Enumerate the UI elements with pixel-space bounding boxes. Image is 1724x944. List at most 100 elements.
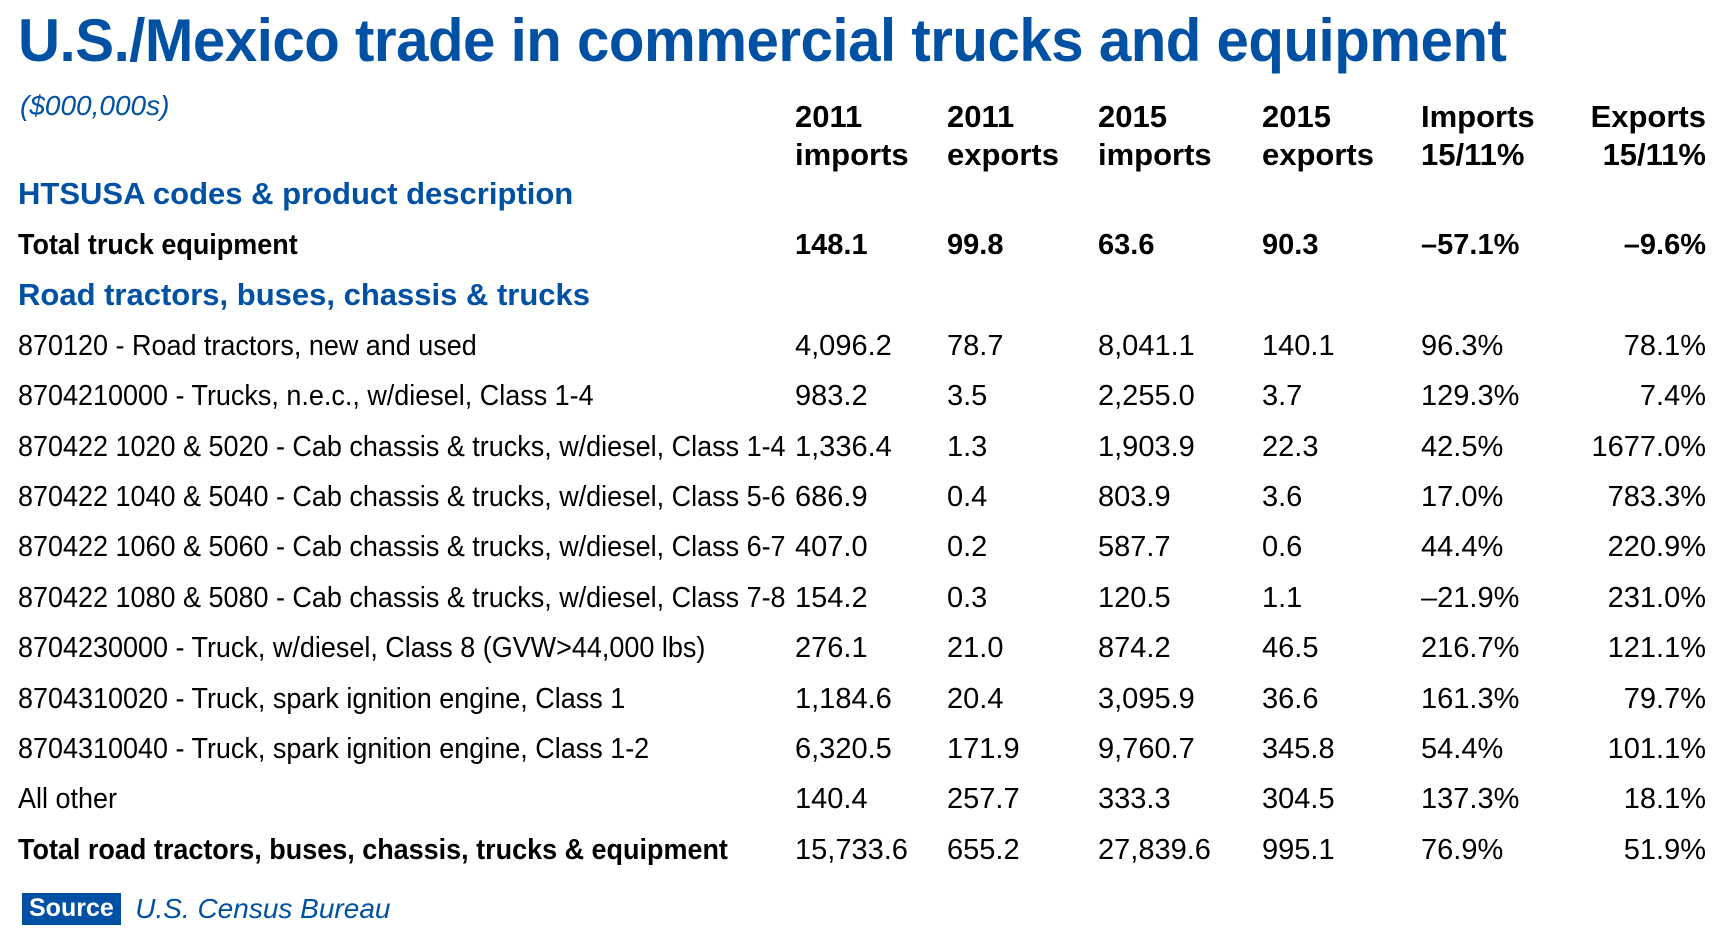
- column-header-2011-imports: 2011 imports: [795, 99, 909, 172]
- cell-exports-change: 220.9%: [1607, 531, 1706, 563]
- cell-2015-imports: 333.3: [1098, 783, 1171, 815]
- source-text: U.S. Census Bureau: [135, 893, 391, 924]
- cell-exports-change: 18.1%: [1623, 783, 1706, 815]
- cell-2015-imports: 9,760.7: [1098, 733, 1195, 765]
- cell-2011-imports: 15,733.6: [795, 834, 908, 866]
- cell-2015-exports: 0.6: [1262, 531, 1303, 563]
- cell-2011-exports: 21.0: [947, 632, 1004, 664]
- section-heading-road: Road tractors, buses, chassis & trucks: [18, 277, 591, 312]
- cell-2011-imports: 148.1: [795, 229, 868, 261]
- cell-2011-imports: 6,320.5: [795, 733, 892, 765]
- table-row: 8704230000 - Truck, w/diesel, Class 8 (G…: [0, 623, 1724, 673]
- table-row: 870422 1020 & 5020 - Cab chassis & truck…: [0, 422, 1724, 472]
- cell-imports-change: 17.0%: [1421, 481, 1504, 513]
- cell-imports-change: 96.3%: [1421, 330, 1504, 362]
- cell-2015-exports: 90.3: [1262, 229, 1319, 261]
- cell-imports-change: 161.3%: [1421, 683, 1520, 715]
- column-header-2015-imports: 2015 imports: [1098, 99, 1212, 172]
- cell-2011-exports: 0.4: [947, 481, 988, 513]
- cell-imports-change: 76.9%: [1421, 834, 1504, 866]
- cell-2011-imports: 407.0: [795, 531, 868, 563]
- table-row: All other 140.4 257.7 333.3 304.5 137.3%…: [0, 774, 1724, 824]
- cell-exports-change: 101.1%: [1607, 733, 1706, 765]
- row-label: 870422 1060 & 5060 - Cab chassis & truck…: [18, 531, 786, 563]
- cell-2011-imports: 686.9: [795, 481, 868, 513]
- table-row-total-road: Total road tractors, buses, chassis, tru…: [0, 825, 1724, 875]
- cell-imports-change: 216.7%: [1421, 632, 1520, 664]
- cell-2015-exports: 36.6: [1262, 683, 1319, 715]
- cell-2011-imports: 276.1: [795, 632, 868, 664]
- cell-imports-change: –57.1%: [1421, 229, 1520, 261]
- column-header-2011-exports: 2011 exports: [947, 99, 1059, 172]
- table-row-total-truck-equipment: Total truck equipment 148.1 99.8 63.6 90…: [0, 220, 1724, 270]
- cell-2011-exports: 171.9: [947, 733, 1020, 765]
- table-row: 8704310020 - Truck, spark ignition engin…: [0, 674, 1724, 724]
- row-label: 870120 - Road tractors, new and used: [18, 330, 477, 362]
- cell-2011-exports: 257.7: [947, 783, 1020, 815]
- table-row: 870422 1040 & 5040 - Cab chassis & truck…: [0, 472, 1724, 522]
- cell-imports-change: 54.4%: [1421, 733, 1504, 765]
- cell-2011-exports: 20.4: [947, 683, 1004, 715]
- row-label: All other: [18, 783, 117, 815]
- table-row: 8704310040 - Truck, spark ignition engin…: [0, 724, 1724, 774]
- cell-2015-imports: 3,095.9: [1098, 683, 1195, 715]
- section-heading-codes: HTSUSA codes & product description: [18, 176, 574, 211]
- cell-exports-change: 51.9%: [1623, 834, 1706, 866]
- cell-2015-exports: 46.5: [1262, 632, 1319, 664]
- cell-exports-change: 1677.0%: [1591, 431, 1707, 463]
- cell-imports-change: –21.9%: [1421, 582, 1520, 614]
- cell-imports-change: 137.3%: [1421, 783, 1520, 815]
- cell-2011-exports: 0.3: [947, 582, 988, 614]
- cell-exports-change: 79.7%: [1623, 683, 1706, 715]
- row-label: 8704230000 - Truck, w/diesel, Class 8 (G…: [18, 632, 706, 664]
- chart-title: U.S./Mexico trade in commercial trucks a…: [18, 7, 1507, 74]
- table-row: 870422 1080 & 5080 - Cab chassis & truck…: [0, 573, 1724, 623]
- cell-2011-exports: 78.7: [947, 330, 1004, 362]
- cell-2011-exports: 0.2: [947, 531, 988, 563]
- cell-2011-exports: 3.5: [947, 380, 988, 412]
- row-label: 8704210000 - Trucks, n.e.c., w/diesel, C…: [18, 380, 594, 412]
- cell-2015-imports: 63.6: [1098, 229, 1155, 261]
- column-header-exports-change: Exports 15/11%: [1590, 99, 1706, 172]
- cell-2015-imports: 874.2: [1098, 632, 1171, 664]
- cell-2015-exports: 3.7: [1262, 380, 1303, 412]
- cell-exports-change: 121.1%: [1607, 632, 1706, 664]
- row-label: 870422 1080 & 5080 - Cab chassis & truck…: [18, 582, 786, 614]
- cell-2015-imports: 803.9: [1098, 481, 1171, 513]
- column-header-imports-change: Imports 15/11%: [1421, 99, 1535, 172]
- cell-2011-imports: 4,096.2: [795, 330, 892, 362]
- table-row: 870120 - Road tractors, new and used 4,0…: [0, 321, 1724, 371]
- cell-2015-exports: 1.1: [1262, 582, 1303, 614]
- table-row: 870422 1060 & 5060 - Cab chassis & truck…: [0, 522, 1724, 572]
- cell-2015-exports: 345.8: [1262, 733, 1335, 765]
- cell-2011-imports: 154.2: [795, 582, 868, 614]
- cell-imports-change: 44.4%: [1421, 531, 1504, 563]
- cell-2015-exports: 304.5: [1262, 783, 1335, 815]
- cell-2015-imports: 8,041.1: [1098, 330, 1195, 362]
- cell-exports-change: –9.6%: [1623, 229, 1706, 261]
- cell-2011-imports: 1,336.4: [795, 431, 892, 463]
- cell-2015-exports: 140.1: [1262, 330, 1335, 362]
- column-header-2015-exports: 2015 exports: [1262, 99, 1374, 172]
- units-label: ($000,000s): [20, 90, 170, 121]
- cell-2015-imports: 120.5: [1098, 582, 1171, 614]
- cell-2015-imports: 587.7: [1098, 531, 1171, 563]
- table-row: 8704210000 - Trucks, n.e.c., w/diesel, C…: [0, 371, 1724, 421]
- row-label: 870422 1040 & 5040 - Cab chassis & truck…: [18, 481, 786, 513]
- cell-2015-exports: 995.1: [1262, 834, 1335, 866]
- cell-2011-imports: 140.4: [795, 783, 868, 815]
- cell-exports-change: 78.1%: [1623, 330, 1706, 362]
- row-label: 870422 1020 & 5020 - Cab chassis & truck…: [18, 431, 786, 463]
- cell-exports-change: 231.0%: [1607, 582, 1706, 614]
- cell-2015-imports: 27,839.6: [1098, 834, 1211, 866]
- source-line: Source U.S. Census Bureau: [22, 893, 390, 925]
- row-label: Total truck equipment: [18, 229, 298, 261]
- cell-imports-change: 42.5%: [1421, 431, 1504, 463]
- cell-2015-imports: 2,255.0: [1098, 380, 1195, 412]
- row-label: 8704310040 - Truck, spark ignition engin…: [18, 733, 650, 765]
- cell-2011-exports: 99.8: [947, 229, 1004, 261]
- cell-2015-exports: 22.3: [1262, 431, 1319, 463]
- cell-2011-imports: 983.2: [795, 380, 868, 412]
- source-badge: Source: [22, 893, 121, 925]
- cell-2015-imports: 1,903.9: [1098, 431, 1195, 463]
